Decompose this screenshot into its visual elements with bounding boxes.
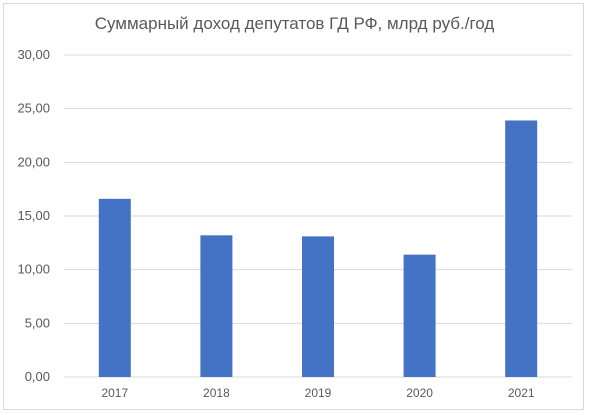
y-tick-label: 5,00	[25, 315, 50, 330]
chart-title: Суммарный доход депутатов ГД РФ, млрд ру…	[94, 14, 495, 33]
bar-2017	[98, 198, 131, 377]
x-tick-labels: 2017 2018 2019 2020 2021	[101, 386, 534, 400]
y-tick-label: 10,00	[17, 262, 50, 277]
x-tick-label: 2021	[508, 386, 535, 400]
bar-2021	[505, 120, 538, 378]
y-tick-label: 30,00	[17, 47, 50, 62]
x-tick-label: 2017	[101, 386, 128, 400]
y-tick-labels: 0,00 5,00 10,00 15,00 20,00 25,00 30,00	[17, 47, 50, 384]
y-tick-label: 25,00	[17, 101, 50, 116]
y-tick-label: 0,00	[25, 369, 50, 384]
bar-2020	[403, 254, 436, 377]
x-tick-label: 2019	[305, 386, 332, 400]
bar-2018	[200, 235, 233, 377]
x-tick-label: 2020	[406, 386, 433, 400]
y-tick-label: 15,00	[17, 208, 50, 223]
x-tick-label: 2018	[203, 386, 230, 400]
y-tick-label: 20,00	[17, 154, 50, 169]
bars	[98, 120, 538, 378]
bar-2019	[302, 236, 334, 377]
